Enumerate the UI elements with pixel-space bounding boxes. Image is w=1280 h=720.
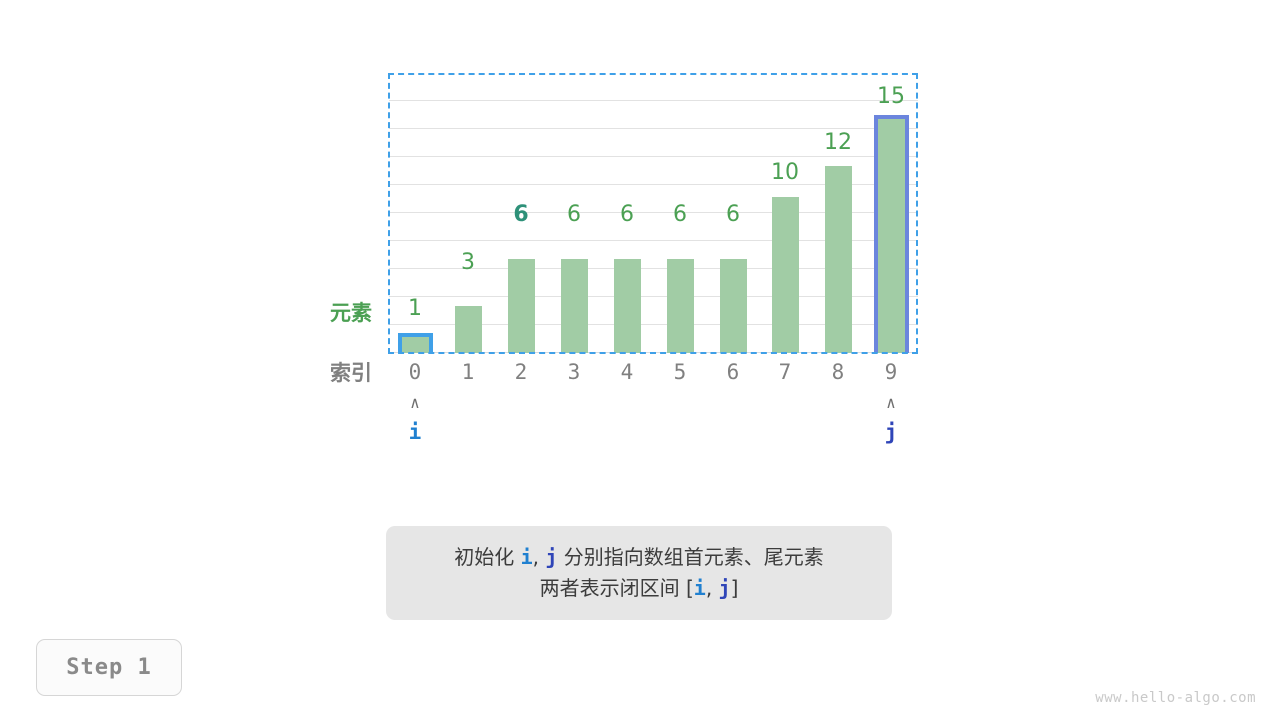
bar-value-label: 1 [408, 296, 422, 321]
pointer-caret-row: ∧ ∧ [389, 395, 918, 415]
gridline [389, 156, 918, 157]
bar-index-3[interactable] [561, 259, 588, 353]
bar-index-5[interactable] [667, 259, 694, 353]
gridline [389, 128, 918, 129]
bar-value-label: 6 [726, 202, 740, 227]
caption-line-1: 初始化 i, j 分别指向数组首元素、尾元素 [454, 545, 824, 570]
caption-pointer-j: j [545, 545, 558, 569]
index-label-5: 5 [673, 360, 687, 384]
bar-chart: 1 3 6 6 6 6 6 10 12 15 [389, 74, 918, 353]
caption-text: , [705, 576, 719, 600]
gridline [389, 240, 918, 241]
bar-index-1[interactable] [455, 306, 482, 353]
caption-box: 初始化 i, j 分别指向数组首元素、尾元素 两者表示闭区间 [i, j] [386, 526, 892, 620]
index-label-0: 0 [408, 360, 422, 384]
gridline [389, 324, 918, 325]
bar-index-0-highlighted[interactable] [398, 333, 433, 353]
caption-text: ] [730, 576, 739, 600]
index-label-1: 1 [461, 360, 475, 384]
index-label-7: 7 [778, 360, 792, 384]
caret-up-icon-i: ∧ [410, 393, 420, 412]
bar-value-label: 12 [824, 130, 852, 155]
bar-index-7[interactable] [772, 197, 799, 353]
caption-text: 两者表示闭区间 [ [539, 576, 694, 600]
bar-value-label: 6 [620, 202, 634, 227]
row-label-elements: 元素 [330, 301, 372, 325]
index-label-4: 4 [620, 360, 634, 384]
bar-index-2[interactable] [508, 259, 535, 353]
index-label-2: 2 [514, 360, 528, 384]
pointer-label-j: j [884, 420, 898, 444]
bar-value-label-accent: 6 [513, 202, 529, 227]
watermark: www.hello-algo.com [1095, 690, 1256, 706]
step-badge-label: Step 1 [66, 655, 152, 680]
bar-value-label: 6 [567, 202, 581, 227]
bar-value-label: 15 [877, 84, 905, 109]
index-label-6: 6 [726, 360, 740, 384]
caption-pointer-j: j [718, 576, 731, 600]
pointer-row: i j [389, 422, 918, 448]
index-label-3: 3 [567, 360, 581, 384]
gridline [389, 184, 918, 185]
row-label-index: 索引 [330, 361, 372, 385]
gridline [389, 100, 918, 101]
gridline [389, 268, 918, 269]
gridline [389, 296, 918, 297]
index-label-9: 9 [884, 360, 898, 384]
caption-text: 分别指向数组首元素、尾元素 [557, 545, 824, 569]
bar-value-label: 10 [771, 160, 799, 185]
bar-index-8[interactable] [825, 166, 852, 353]
bar-value-label: 6 [673, 202, 687, 227]
closed-interval-range-box [388, 73, 918, 354]
index-label-8: 8 [831, 360, 845, 384]
caption-text: , [532, 545, 546, 569]
bar-index-4[interactable] [614, 259, 641, 353]
gridline [389, 212, 918, 213]
index-axis: 0 1 2 3 4 5 6 7 8 9 [389, 362, 918, 388]
step-badge: Step 1 [36, 639, 182, 696]
caption-text: 初始化 [454, 545, 521, 569]
bar-index-6[interactable] [720, 259, 747, 353]
caret-up-icon-j: ∧ [886, 393, 896, 412]
bar-value-label: 3 [461, 250, 475, 275]
pointer-label-i: i [408, 420, 422, 444]
bar-index-9-highlighted[interactable] [874, 115, 909, 353]
caption-pointer-i: i [693, 576, 706, 600]
caption-line-2: 两者表示闭区间 [i, j] [540, 576, 739, 601]
caption-pointer-i: i [520, 545, 533, 569]
